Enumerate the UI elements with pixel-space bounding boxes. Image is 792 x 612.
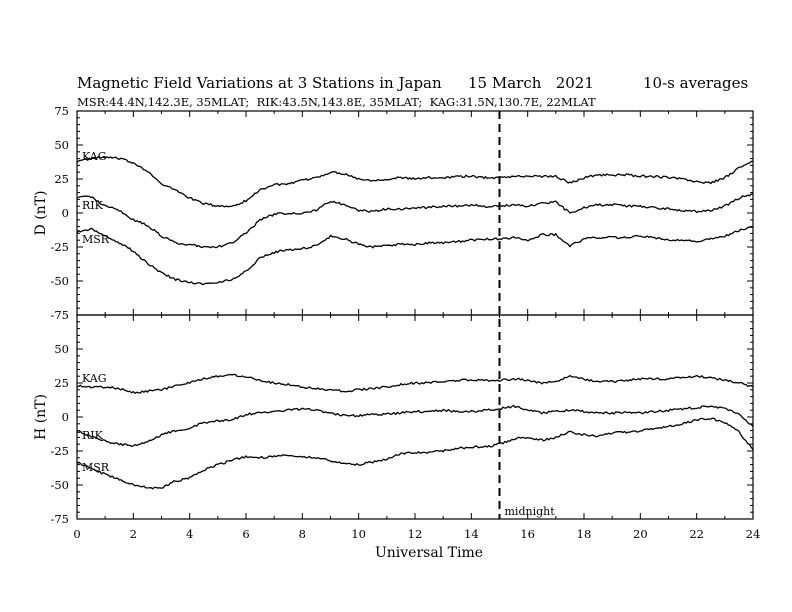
y-tick-label: 0 [62,410,69,424]
panel-frame-1 [76,110,754,316]
x-tick-label: 12 [408,527,423,541]
series-label-msr: MSR [82,461,110,474]
series-label-rik: RIK [82,429,104,442]
y-tick-label: -25 [50,240,69,254]
series-rik-1 [76,193,754,249]
chart-note: 10-s averages [643,74,748,92]
y-tick-label: -50 [50,478,69,492]
x-tick-label: 8 [299,527,306,541]
x-tick-label: 0 [73,527,80,541]
y-axis-title-1: D (nT) [33,191,49,236]
y-tick-label: 50 [54,342,69,356]
series-label-rik: RIK [82,199,104,212]
x-tick-label: 24 [746,527,761,541]
series-kag-2 [76,373,754,394]
y-tick-label: -50 [50,274,69,288]
y-tick-label: -25 [50,444,69,458]
midnight-label: midnight [505,505,556,518]
y-tick-label: 0 [62,206,69,220]
x-tick-label: 14 [464,527,479,541]
panel-frame-2 [76,314,754,520]
y-tick-label: -75 [50,512,69,526]
chart-subtitle: MSR:44.4N,142.3E, 35MLAT; RIK:43.5N,143.… [77,95,596,109]
x-tick-label: 16 [520,527,535,541]
y-tick-label: 25 [54,376,69,390]
x-tick-label: 6 [242,527,249,541]
series-kag-1 [76,156,754,208]
series-label-kag: KAG [82,372,107,385]
x-tick-label: 20 [633,527,648,541]
y-tick-label: 75 [54,104,69,118]
series-msr-1 [76,225,754,286]
x-tick-label: 4 [186,527,193,541]
y-tick-label: 25 [54,172,69,186]
x-tick-label: 18 [577,527,592,541]
x-tick-label: 10 [351,527,366,541]
y-tick-label: -75 [50,308,69,322]
x-axis-title: Universal Time [375,545,483,561]
x-tick-label: 22 [689,527,704,541]
y-axis-title-2: H (nT) [33,394,49,440]
chart-date: 15 March 2021 [468,74,594,92]
y-tick-label: 50 [54,138,69,152]
series-rik-2 [76,404,754,448]
chart-title: Magnetic Field Variations at 3 Stations … [77,74,442,92]
series-label-kag: KAG [82,150,107,163]
plot-area: 75 50 25 0 -25 -50 -75 D (nT) KAG RIK MSR 50 25 0 -25 -… [33,104,760,561]
series-msr-2 [76,417,754,490]
x-tick-label: 2 [130,527,137,541]
series-label-msr: MSR [82,233,110,246]
